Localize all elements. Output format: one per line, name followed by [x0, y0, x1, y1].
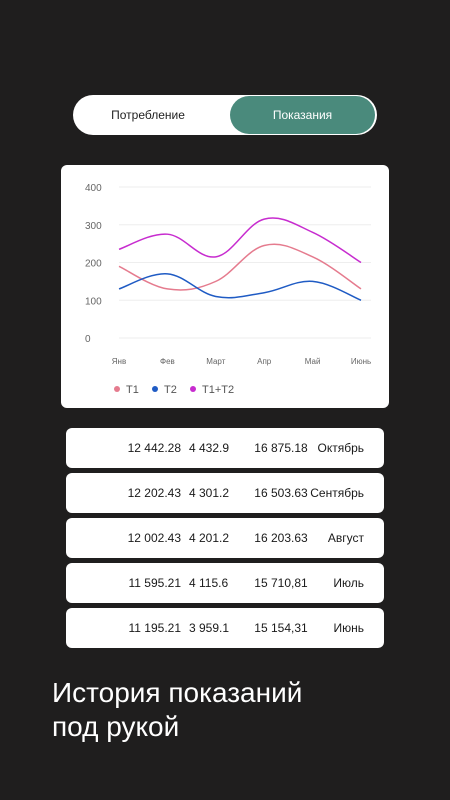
legend-marker [190, 386, 196, 392]
y-tick-label: 100 [85, 296, 102, 307]
table-row[interactable]: 11 195.21 3 959.1 15 154,31 Июнь [66, 608, 384, 648]
legend-label: T2 [164, 384, 177, 396]
table-row[interactable]: 12 442.28 4 432.9 16 875.18 Октябрь [66, 428, 384, 468]
legend-label: T1+T2 [202, 384, 234, 396]
tab-readings[interactable]: Показания [230, 96, 375, 134]
legend-marker [114, 386, 120, 392]
view-toggle: Потребление Показания [73, 95, 377, 135]
series-line-t1-plus-t2 [118, 217, 362, 264]
x-tick-label: Май [305, 357, 321, 366]
series-line-t1 [118, 243, 362, 291]
readings-chart-card: 400 300 200 100 0 Янв Фев Март Апр Май Июнь T1 T2 T1+… [61, 165, 389, 408]
legend-label: T1 [126, 384, 139, 396]
series-line-t2 [118, 273, 362, 301]
total-value: 15 154,31 [254, 621, 308, 635]
t2-value: 4 432.9 [189, 441, 230, 455]
total-value: 16 875.18 [254, 441, 308, 455]
x-tick-label: Апр [257, 357, 272, 366]
total-value: 16 503.63 [254, 486, 308, 500]
t2-value: 4 115.6 [189, 576, 229, 590]
table-row[interactable]: 12 202.43 4 301.2 16 503.63 Сентябрь [66, 473, 384, 513]
t1-value: 11 195.21 [128, 621, 182, 635]
total-value: 16 203.63 [254, 531, 308, 545]
month-label: Август [327, 531, 364, 545]
month-label: Июнь [333, 621, 364, 635]
t1-value: 12 202.43 [127, 486, 181, 500]
t1-value: 12 442.28 [127, 441, 181, 455]
y-tick-label: 200 [85, 259, 102, 270]
x-tick-label: Фев [160, 357, 175, 366]
t1-value: 11 595.21 [128, 576, 182, 590]
month-label: Сентябрь [310, 486, 364, 500]
x-tick-label: Июнь [351, 357, 371, 366]
headline-line-2: под рукой [52, 711, 180, 742]
month-label: Октябрь [317, 441, 364, 455]
y-tick-label: 300 [85, 221, 102, 232]
legend-marker [152, 386, 158, 392]
t2-value: 4 301.2 [189, 486, 230, 500]
t1-value: 12 002.43 [127, 531, 181, 545]
total-value: 15 710,81 [254, 576, 308, 590]
t2-value: 4 201.2 [189, 531, 230, 545]
x-tick-label: Март [206, 357, 225, 366]
tab-consumption[interactable]: Потребление [111, 108, 185, 122]
readings-chart: 400 300 200 100 0 Янв Фев Март Апр Май Июнь T1 T2 T1+… [85, 183, 371, 396]
t2-value: 3 959.1 [189, 621, 230, 635]
promo-headline: История показаний под рукой [52, 676, 432, 744]
y-tick-label: 400 [85, 183, 102, 194]
x-tick-label: Янв [112, 357, 126, 366]
table-row[interactable]: 11 595.21 4 115.6 15 710,81 Июль [66, 563, 384, 603]
table-row[interactable]: 12 002.43 4 201.2 16 203.63 Август [66, 518, 384, 558]
readings-table: 12 442.28 4 432.9 16 875.18 Октябрь 12 2… [66, 428, 384, 653]
month-label: Июль [333, 576, 364, 590]
y-tick-label: 0 [85, 334, 91, 345]
headline-line-1: История показаний [52, 677, 303, 708]
